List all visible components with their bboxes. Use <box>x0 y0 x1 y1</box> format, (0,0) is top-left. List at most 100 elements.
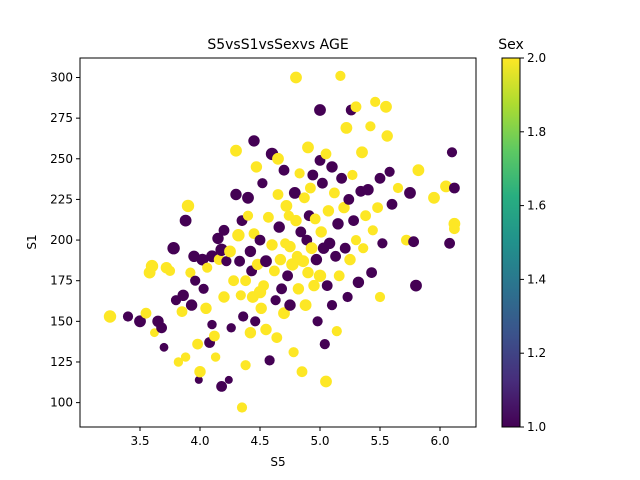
scatter-point <box>312 316 323 327</box>
scatter-point <box>374 291 386 303</box>
scatter-point <box>218 291 230 303</box>
scatter-point <box>449 223 460 235</box>
y-tick-label: 300 <box>50 71 73 85</box>
scatter-point <box>274 253 287 266</box>
scatter-point <box>315 226 327 238</box>
y-tick-label: 175 <box>50 274 73 288</box>
x-tick-label: 4.5 <box>250 434 269 448</box>
scatter-point <box>323 237 336 249</box>
x-tick-label: 5.5 <box>370 434 389 448</box>
scatter-point <box>250 316 261 327</box>
scatter-point <box>292 283 305 295</box>
scatter-point <box>299 299 312 311</box>
scatter-point <box>380 100 392 113</box>
scatter-point <box>202 262 213 273</box>
scatter-point <box>384 166 395 177</box>
scatter-point <box>258 280 269 291</box>
scatter-point <box>230 144 242 157</box>
scatter-point <box>140 307 152 319</box>
scatter-point <box>282 270 293 282</box>
scatter-point <box>134 315 146 328</box>
scatter-point <box>333 270 345 282</box>
scatter-point <box>194 375 203 384</box>
scatter-point <box>297 255 310 268</box>
scatter-point <box>280 200 293 212</box>
x-axis: 3.5 4.0 4.5 5.0 5.5 6.0 <box>130 427 450 448</box>
y-axis: 100 125 150 175 200 225 250 275 300 <box>50 71 80 410</box>
scatter-point <box>352 276 365 288</box>
scatter-point <box>192 338 204 350</box>
x-tick-label: 3.5 <box>130 434 149 448</box>
scatter-point <box>218 224 230 236</box>
scatter-point <box>254 234 266 246</box>
scatter-point <box>156 322 168 334</box>
scatter-point <box>326 300 338 311</box>
scatter-point <box>335 70 346 81</box>
scatter-point <box>212 232 224 245</box>
scatter-point <box>263 211 274 223</box>
scatter-point <box>257 178 268 189</box>
scatter-point <box>295 226 307 238</box>
scatter-point <box>319 339 330 350</box>
scatter-point <box>404 187 416 199</box>
scatter-point <box>196 253 209 266</box>
scatter-point <box>228 275 240 287</box>
scatter-point <box>326 161 338 173</box>
scatter-point <box>290 71 302 84</box>
axes-frame <box>79 57 477 428</box>
scatter-point <box>198 283 209 294</box>
scatter-point <box>320 375 332 388</box>
scatter-point <box>428 191 440 204</box>
scatter-point <box>362 184 374 196</box>
y-tick-label: 100 <box>50 396 73 410</box>
scatter-point <box>236 402 248 413</box>
x-tick-label: 5.0 <box>310 434 329 448</box>
scatter-point <box>185 267 196 278</box>
scatter-point <box>343 194 355 205</box>
scatter-point <box>372 202 383 214</box>
scatter-point <box>260 323 272 336</box>
scatter-point <box>350 101 362 113</box>
scatter-point <box>271 332 283 343</box>
x-axis-label: S5 <box>270 455 285 469</box>
x-tick-label: 4.0 <box>190 434 209 448</box>
scatter-point <box>449 182 460 194</box>
y-axis-label: S1 <box>25 234 39 249</box>
scatter-point <box>299 192 310 204</box>
scatter-point <box>194 366 206 378</box>
scatter-point <box>177 289 189 301</box>
scatter-point <box>167 242 180 255</box>
scatter-point <box>273 221 285 233</box>
scatter-point <box>230 188 242 201</box>
scatter-point <box>309 213 321 225</box>
scatter-point <box>320 148 332 160</box>
scatter-point <box>200 302 212 314</box>
scatter-point <box>314 104 326 116</box>
y-tick-label: 125 <box>50 355 73 369</box>
scatter-point <box>344 253 356 266</box>
scatter-point <box>365 121 376 132</box>
scatter-point <box>240 360 251 371</box>
scatter-point <box>284 240 296 253</box>
scatter-point <box>347 169 358 181</box>
y-tick-label: 250 <box>50 152 73 166</box>
scatter-point <box>181 199 195 213</box>
scatter-point <box>260 255 272 268</box>
scatter-point <box>210 352 221 362</box>
scatter-point <box>313 269 327 282</box>
scatter-point <box>339 242 351 254</box>
scatter-point <box>374 172 386 184</box>
scatter-point <box>290 214 302 227</box>
colorbar <box>501 57 521 428</box>
scatter-point <box>350 235 362 246</box>
scatter-point <box>370 96 381 107</box>
scatter-point <box>180 352 191 362</box>
scatter-point <box>176 306 188 317</box>
scatter-point <box>330 250 341 262</box>
chart-title: S5vsS1vsSexvs AGE <box>207 37 348 53</box>
y-tick-label: 150 <box>50 314 73 328</box>
scatter-point <box>244 327 257 339</box>
scatter-point <box>269 265 280 277</box>
colorbar-tick-label: 1.2 <box>527 346 546 360</box>
scatter-point <box>207 319 217 330</box>
